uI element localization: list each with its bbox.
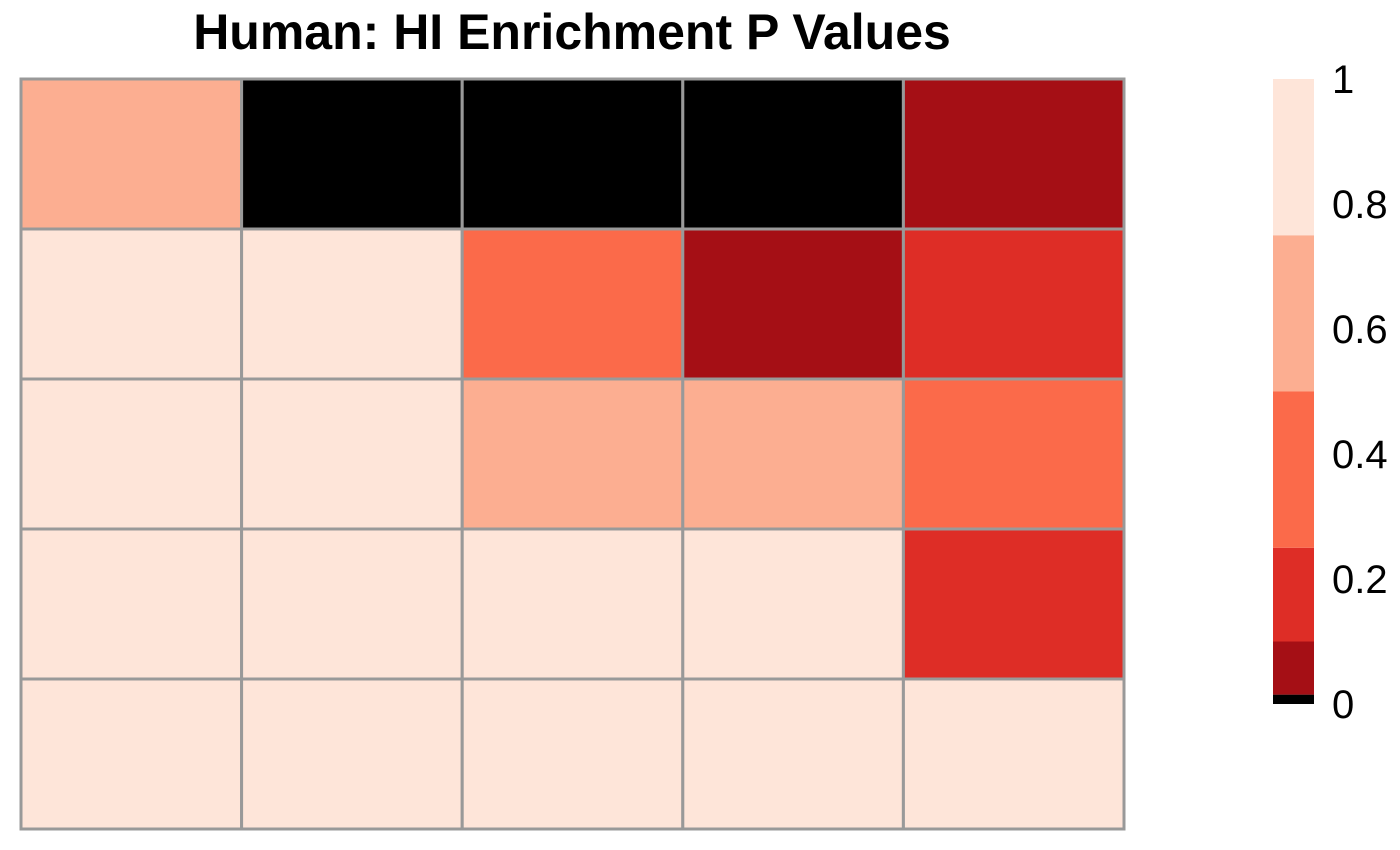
heatmap-cell-r5-c4 (681, 677, 905, 831)
heatmap-cells (19, 77, 1126, 831)
heatmap-cell-r1-c5 (901, 77, 1126, 231)
heatmap-cell-r2-c2 (240, 227, 464, 381)
legend-tick-label: 0.2 (1332, 558, 1388, 602)
heatmap-cell-r3-c2 (240, 377, 464, 531)
legend-tick-label: 0.8 (1332, 183, 1388, 227)
color-legend: 0 0.2 0.4 0.6 0.8 1 (1273, 58, 1388, 727)
heatmap-cell-r5-c2 (240, 677, 464, 831)
chart-title: Human: HI Enrichment P Values (193, 4, 951, 60)
heatmap-cell-r3-c1 (19, 377, 244, 531)
heatmap-cell-r5-c5 (901, 677, 1126, 831)
legend-bin-4 (1273, 391, 1314, 548)
legend-bin-2 (1273, 641, 1314, 695)
heatmap-cell-r1-c2 (240, 77, 464, 231)
legend-tick-label: 0.4 (1332, 433, 1388, 477)
heatmap-cell-r2-c4 (681, 227, 905, 381)
legend-tick-label: 1 (1332, 58, 1354, 102)
heatmap-cell-r4-c2 (240, 527, 464, 681)
heatmap-cell-r3-c3 (460, 377, 685, 531)
legend-tick-label: 0.6 (1332, 308, 1388, 352)
heatmap-cell-r3-c4 (681, 377, 905, 531)
heatmap-cell-r4-c4 (681, 527, 905, 681)
heatmap-cell-r3-c5 (901, 377, 1126, 531)
heatmap-cell-r5-c1 (19, 677, 244, 831)
legend-tick-label: 0 (1332, 683, 1354, 727)
heatmap-cell-r4-c3 (460, 527, 685, 681)
legend-bin-3 (1273, 547, 1314, 642)
legend-bin-6 (1273, 79, 1314, 236)
heatmap-cell-r5-c3 (460, 677, 685, 831)
heatmap-cell-r1-c3 (460, 77, 685, 231)
heatmap-cell-r2-c3 (460, 227, 685, 381)
heatmap-cell-r4-c1 (19, 527, 244, 681)
heatmap-cell-r4-c5 (901, 527, 1126, 681)
legend-bin-1 (1273, 694, 1314, 704)
legend-bin-5 (1273, 235, 1314, 392)
heatmap-cell-r2-c1 (19, 227, 244, 381)
heatmap-cell-r1-c4 (681, 77, 905, 231)
heatmap-cell-r1-c1 (19, 77, 244, 231)
heatmap-cell-r2-c5 (901, 227, 1126, 381)
